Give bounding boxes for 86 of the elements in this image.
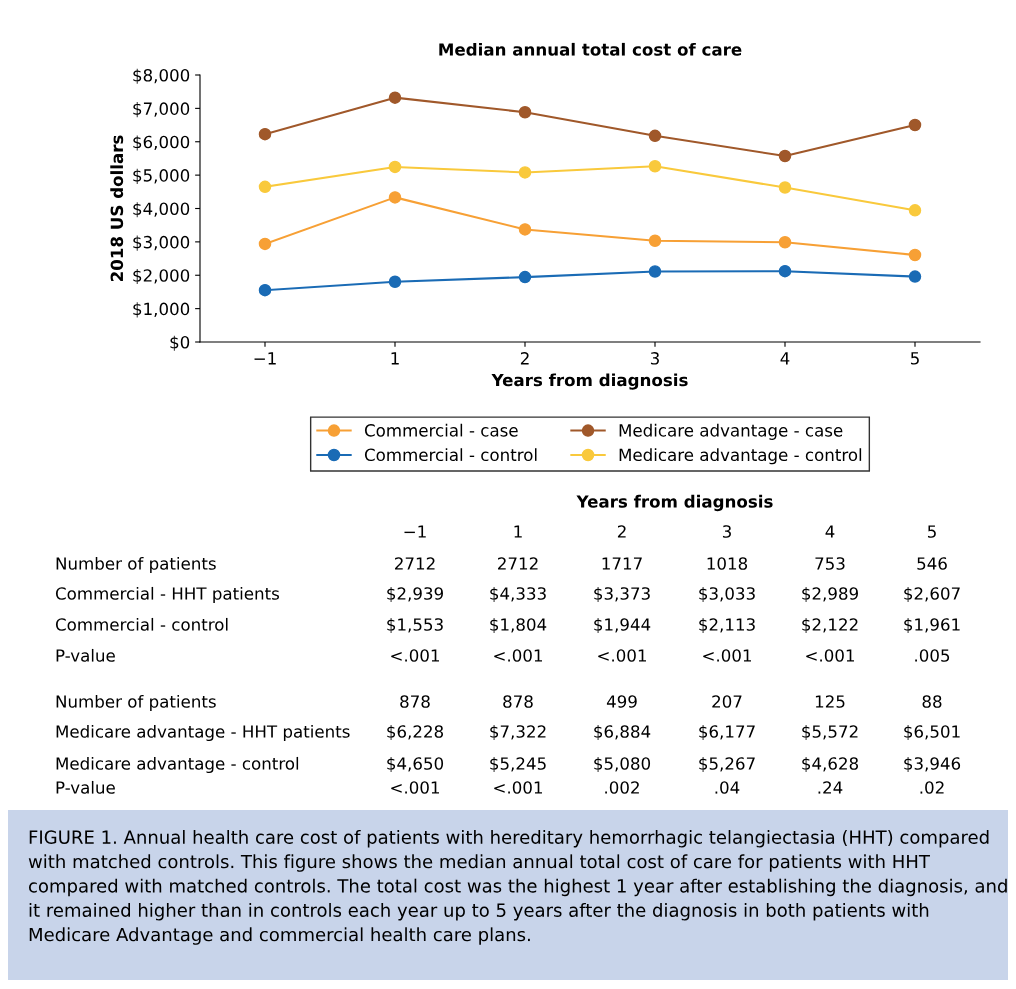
- y-tick-label: $4,000: [133, 202, 190, 218]
- category-label: 2: [617, 525, 626, 538]
- text: P-value: [56, 780, 115, 794]
- text: .002: [605, 781, 639, 794]
- text: $4,628: [802, 756, 859, 773]
- y-tick-label: $2,000: [133, 268, 190, 285]
- text: $6,177: [699, 724, 755, 741]
- text: <.001: [391, 649, 439, 662]
- text: <.001: [494, 649, 542, 662]
- text: .005: [915, 649, 950, 662]
- x-axis-title: Years from diagnosis: [491, 373, 688, 390]
- y-tick-label: $8,000: [133, 68, 190, 84]
- chart-title: Median annual total cost of care: [439, 42, 742, 56]
- text: $5,080: [594, 756, 651, 773]
- text: $4,650: [387, 756, 444, 773]
- text: 1018: [707, 557, 748, 570]
- y-tick-label: $1,000: [133, 302, 190, 318]
- text: Medicare advantage - control: [56, 756, 299, 774]
- category-label: 3: [722, 525, 731, 538]
- text: Medicare advantage - HHT patients: [56, 724, 350, 742]
- caption: FIGURE 1. Annual health care cost of patients with hereditary hemorrhagic telangiectasia (HHT) compared with matched controls. This figure shows the median annual total cost of care for patients with HHT compared with matched controls. The total cost was the highest 1 year after establishing the diagnosis, and it remained higher than in controls each year up to 5 years after the diagnosis in both patients with Medicare Advantage and commercial health care plans.: [28, 830, 1007, 945]
- text: $3,373: [594, 586, 650, 603]
- y-axis-title: 2018 US dollars: [110, 135, 124, 282]
- text: <.001: [494, 781, 542, 794]
- text: $1,944: [594, 617, 651, 634]
- legend-label: Commercial - control: [364, 448, 537, 462]
- text: 125: [815, 695, 845, 708]
- text: 2712: [395, 557, 435, 570]
- text: $2,113: [699, 617, 755, 634]
- text: $3,946: [904, 756, 961, 773]
- text: $1,553: [387, 617, 443, 634]
- legend-label: Medicare advantage - control: [619, 448, 862, 465]
- text: $6,501: [904, 724, 960, 741]
- x-tick-label: −1: [254, 352, 276, 365]
- text: $5,245: [490, 756, 546, 773]
- text: $2,607: [904, 586, 960, 603]
- x-tick-label: 2: [520, 352, 529, 365]
- text: 878: [400, 695, 430, 708]
- category-label: 1: [514, 525, 522, 538]
- text: $5,572: [802, 724, 858, 741]
- text: 546: [917, 557, 947, 570]
- x-tick-label: 1: [391, 352, 399, 365]
- text: $6,884: [594, 724, 651, 741]
- text: 878: [503, 695, 533, 708]
- text: <.001: [703, 649, 751, 662]
- y-tick-label: $7,000: [133, 102, 190, 118]
- text: <.001: [806, 649, 854, 662]
- text: $5,267: [699, 756, 755, 773]
- text: $6,228: [387, 724, 444, 741]
- text: Number of patients: [56, 694, 216, 712]
- text: Number of patients: [56, 556, 216, 574]
- text: Commercial - control: [55, 617, 228, 631]
- text: $4,333: [490, 586, 546, 603]
- text: <.001: [598, 649, 646, 662]
- text: $2,939: [387, 586, 443, 603]
- text: $1,804: [490, 617, 547, 634]
- text: $1,961: [904, 617, 960, 634]
- legend-label: Commercial - case: [364, 423, 518, 437]
- y-tick-label: $0: [170, 335, 190, 351]
- text: 207: [712, 695, 742, 708]
- text: .02: [920, 781, 944, 794]
- y-tick-label: $3,000: [133, 235, 190, 251]
- legend-label: Medicare advantage - case: [619, 423, 843, 440]
- text: .24: [818, 781, 843, 794]
- text: 88: [922, 695, 942, 708]
- y-tick-label: $5,000: [133, 168, 190, 184]
- text: Commercial - HHT patients: [55, 586, 280, 604]
- category-label: −1: [404, 525, 426, 538]
- text: .04: [715, 781, 740, 794]
- text: Years from diagnosis: [576, 494, 773, 512]
- y-tick-label: $6,000: [133, 135, 190, 151]
- text: <.001: [391, 781, 439, 794]
- category-label: 5: [927, 525, 936, 538]
- x-tick-label: 3: [650, 352, 659, 365]
- text: 499: [606, 695, 637, 708]
- text: 753: [815, 557, 845, 570]
- text: $2,989: [802, 586, 858, 603]
- x-tick-label: 4: [780, 352, 790, 365]
- text: 1717: [602, 557, 642, 570]
- category-label: 4: [825, 525, 835, 538]
- text: P-value: [56, 648, 115, 662]
- text: $7,322: [490, 724, 546, 741]
- x-tick-label: 5: [910, 352, 919, 365]
- text: 2712: [498, 557, 538, 570]
- text: $3,033: [699, 586, 755, 603]
- text: $2,122: [802, 617, 858, 634]
